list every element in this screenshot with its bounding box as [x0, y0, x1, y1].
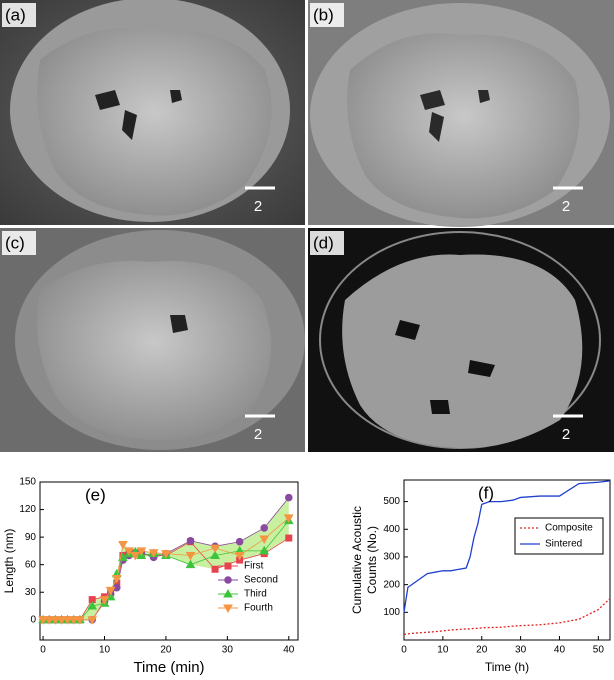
series-line — [43, 517, 290, 621]
marker — [111, 574, 122, 584]
legend-label: Sintered — [545, 539, 582, 550]
marker — [285, 534, 293, 542]
y-axis-title: Cumulative Acoustic — [350, 506, 364, 614]
marker — [99, 596, 110, 605]
marker — [185, 551, 196, 561]
legend-marker — [224, 576, 232, 584]
x-tick-label: 20 — [476, 645, 488, 656]
marker — [259, 535, 270, 544]
legend-label: Composite — [545, 523, 593, 534]
panel-label-bg — [310, 3, 344, 27]
panel-label-bg — [310, 231, 344, 255]
panel-label: (e) — [85, 485, 106, 504]
x-tick-label: 0 — [40, 645, 46, 656]
marker — [283, 514, 294, 523]
marker — [68, 616, 79, 625]
x-axis-title: Time (min) — [133, 659, 204, 676]
x-tick-label: 50 — [593, 645, 605, 656]
marker — [186, 536, 195, 545]
plot-frame — [39, 481, 299, 641]
marker — [50, 616, 61, 625]
y-tick-label: 60 — [25, 559, 37, 570]
y-tick-label: 120 — [19, 504, 36, 515]
marker — [148, 549, 159, 558]
legend-marker — [223, 588, 233, 598]
panel-label: (b) — [313, 5, 334, 24]
y-tick-label: 400 — [383, 524, 400, 535]
marker — [284, 493, 293, 502]
legend-marker — [223, 604, 233, 614]
series-line — [403, 598, 611, 636]
y-tick-label: 100 — [383, 607, 400, 618]
legend-marker — [224, 562, 232, 570]
scale-label: 2 — [562, 198, 570, 215]
series-line — [403, 480, 611, 613]
marker — [44, 616, 55, 625]
y-tick-label: 500 — [383, 496, 400, 507]
panel-label: (c) — [5, 233, 25, 252]
micrograph-a — [0, 0, 305, 225]
legend-box — [514, 517, 604, 555]
scale-label: 2 — [254, 198, 262, 215]
marker — [124, 547, 134, 556]
marker — [87, 601, 98, 610]
panel-label: (f) — [478, 483, 494, 502]
y-tick-label: 30 — [25, 587, 37, 598]
x-tick-label: 10 — [437, 645, 449, 656]
micrograph-c — [0, 228, 305, 452]
y-axis-title: Length (nm) — [2, 529, 16, 594]
marker — [87, 616, 98, 625]
y-tick-label: 90 — [25, 532, 37, 543]
marker — [118, 540, 128, 550]
scale-label: 2 — [562, 426, 570, 443]
x-tick-label: 20 — [160, 645, 172, 656]
legend-label: Second — [244, 575, 278, 586]
y-axis-title: Counts (No.) — [365, 526, 379, 594]
y-tick-label: 300 — [383, 552, 400, 563]
x-tick-label: 0 — [401, 645, 407, 656]
x-tick-label: 30 — [222, 645, 234, 656]
marker — [185, 559, 196, 569]
marker — [56, 616, 67, 625]
marker — [136, 547, 147, 556]
micrograph-d — [308, 228, 614, 452]
marker — [75, 616, 85, 625]
marker — [259, 545, 270, 555]
marker — [161, 550, 171, 559]
x-tick-label: 10 — [99, 645, 111, 656]
marker — [210, 550, 220, 559]
panel-label-bg — [2, 3, 36, 27]
marker — [130, 551, 141, 561]
marker — [235, 537, 244, 546]
panel-label: (d) — [313, 233, 334, 252]
panel-label-bg — [2, 231, 36, 255]
y-tick-label: 200 — [383, 579, 400, 590]
scale-label: 2 — [254, 426, 262, 443]
legend-label: First — [244, 561, 264, 572]
x-axis-title: Time (h) — [485, 660, 529, 674]
x-tick-label: 40 — [554, 645, 566, 656]
marker — [62, 616, 73, 625]
marker — [210, 544, 220, 554]
panel-label: (a) — [5, 5, 26, 24]
legend-label: Fourth — [244, 603, 273, 614]
y-tick-label: 0 — [30, 614, 36, 625]
marker — [105, 586, 116, 596]
x-tick-label: 30 — [515, 645, 527, 656]
micrograph-b — [308, 0, 614, 227]
marker — [211, 565, 219, 573]
plot-frame — [403, 479, 611, 641]
marker — [38, 616, 48, 625]
marker — [260, 524, 269, 532]
x-tick-label: 40 — [283, 645, 295, 656]
y-tick-label: 150 — [19, 477, 36, 488]
legend-label: Third — [244, 589, 267, 600]
marker — [234, 551, 245, 561]
